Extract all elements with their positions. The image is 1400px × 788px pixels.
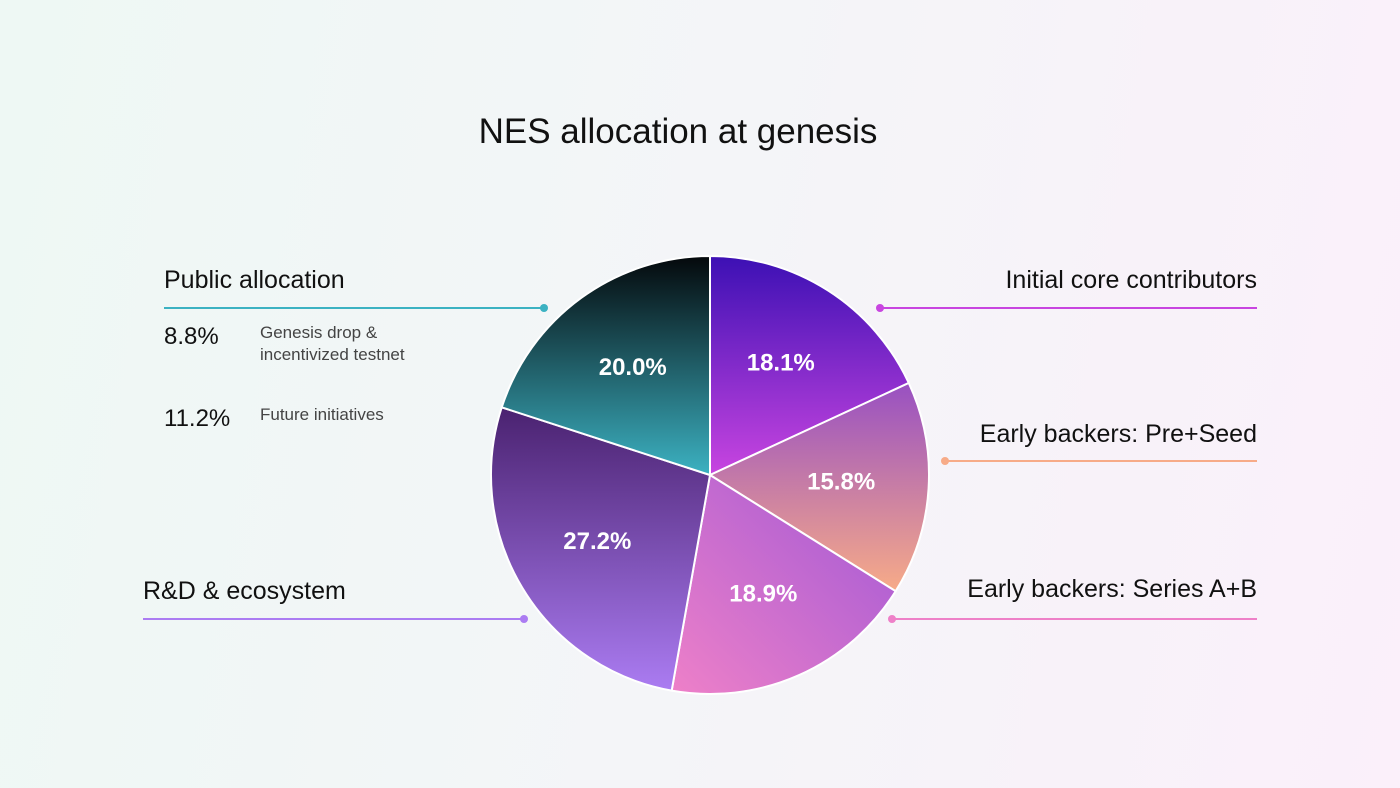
leader-dot: [540, 304, 548, 312]
breakdown-name: Genesis drop & incentivized testnet: [260, 323, 405, 364]
slice-label: 27.2%: [563, 528, 631, 555]
chart-title: NES allocation at genesis: [478, 112, 878, 151]
pie-slice: [490, 406, 712, 692]
slice-label: 18.1%: [747, 350, 815, 377]
legend-label: Early backers: Pre+Seed: [979, 420, 1257, 448]
legend-label: Initial core contributors: [1005, 266, 1257, 294]
breakdown-name: Future initiatives: [260, 405, 384, 424]
legend-label: Public allocation: [164, 266, 345, 294]
pie-slice: [500, 254, 711, 477]
pie-slice: [670, 473, 898, 695]
leader-dot: [941, 457, 949, 465]
legend-label: Early backers: Series A+B: [967, 575, 1257, 603]
breakdown-value: 8.8%: [164, 323, 219, 350]
leader-dot: [520, 615, 528, 623]
pie-slice: [709, 254, 911, 477]
breakdown-value: 11.2%: [164, 405, 231, 432]
leader-dot: [888, 615, 896, 623]
pie-slice: [707, 381, 930, 593]
slice-label: 18.9%: [729, 580, 797, 607]
legend-label: R&D & ecosystem: [143, 577, 346, 605]
slice-label: 20.0%: [599, 354, 667, 381]
leader-dot: [876, 304, 884, 312]
slice-label: 15.8%: [807, 469, 875, 496]
